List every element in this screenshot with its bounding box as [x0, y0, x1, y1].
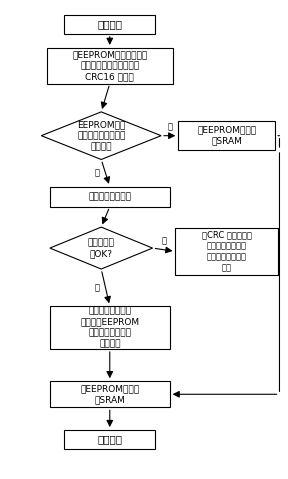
Text: 是: 是: [162, 236, 166, 245]
Text: 数据恢复是
否OK?: 数据恢复是 否OK?: [88, 238, 115, 258]
Text: 重新写入默认的正
常数据到EEPROM
的数据区数组和备
份区数组: 重新写入默认的正 常数据到EEPROM 的数据区数组和备 份区数组: [80, 307, 139, 349]
Text: 将CRC 校验正确的
数据覆盖出错的数
据区数组或备份区
数组: 将CRC 校验正确的 数据覆盖出错的数 据区数组或备份区 数组: [202, 230, 252, 273]
Polygon shape: [50, 227, 153, 269]
Text: 程序开始: 程序开始: [97, 19, 122, 29]
Text: 将EEPROM的值调
入SRAM: 将EEPROM的值调 入SRAM: [80, 384, 139, 404]
Text: 否: 否: [95, 169, 100, 178]
FancyBboxPatch shape: [175, 228, 278, 275]
Polygon shape: [41, 112, 161, 160]
Text: 运行数据恢复程序: 运行数据恢复程序: [88, 192, 131, 201]
FancyBboxPatch shape: [64, 430, 156, 449]
FancyBboxPatch shape: [178, 121, 275, 150]
Text: EEPROM数据
区数组和备份区数组
是否正常: EEPROM数据 区数组和备份区数组 是否正常: [77, 120, 125, 151]
Text: 否: 否: [95, 283, 100, 292]
Text: 将EEPROM的值调
入SRAM: 将EEPROM的值调 入SRAM: [197, 125, 256, 146]
Text: 是: 是: [167, 122, 172, 131]
Text: 读EEPROM数据区数组和
备份区数组的数据（采用
CRC16 校验）: 读EEPROM数据区数组和 备份区数组的数据（采用 CRC16 校验）: [72, 50, 147, 81]
FancyBboxPatch shape: [47, 48, 173, 83]
FancyBboxPatch shape: [50, 306, 170, 349]
Text: 程序结束: 程序结束: [97, 434, 122, 445]
FancyBboxPatch shape: [64, 15, 156, 34]
FancyBboxPatch shape: [50, 187, 170, 206]
FancyBboxPatch shape: [50, 381, 170, 407]
